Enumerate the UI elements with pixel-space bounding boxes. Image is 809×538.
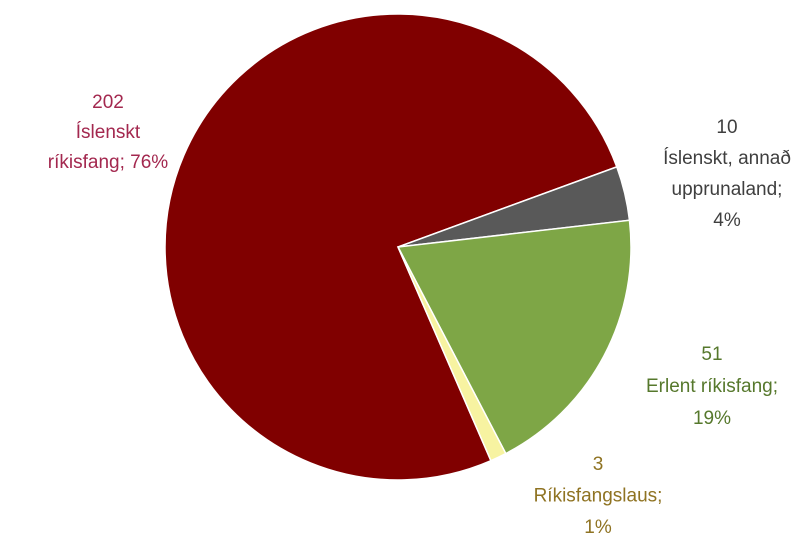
- data-label-count: 3: [593, 454, 604, 475]
- data-label-text: Íslenskt: [76, 122, 141, 143]
- data-label-count: 51: [701, 344, 722, 365]
- data-label-text: 1%: [584, 517, 612, 538]
- pie-slice: [164, 13, 618, 481]
- data-label-text: 4%: [713, 210, 741, 231]
- pie-slice: [396, 219, 632, 455]
- data-label-count: 10: [716, 117, 737, 138]
- pie-slice: [397, 246, 507, 462]
- data-label-text: Íslenskt, annað: [663, 148, 791, 169]
- data-label-text: Ríkisfangslaus;: [534, 486, 663, 507]
- data-label-text: 19%: [693, 408, 731, 429]
- data-label-text: upprunaland;: [672, 179, 783, 200]
- data-label-text: Erlent ríkisfang;: [646, 376, 778, 397]
- data-label-text: ríkisfang; 76%: [48, 152, 168, 173]
- data-label-count: 202: [92, 92, 124, 113]
